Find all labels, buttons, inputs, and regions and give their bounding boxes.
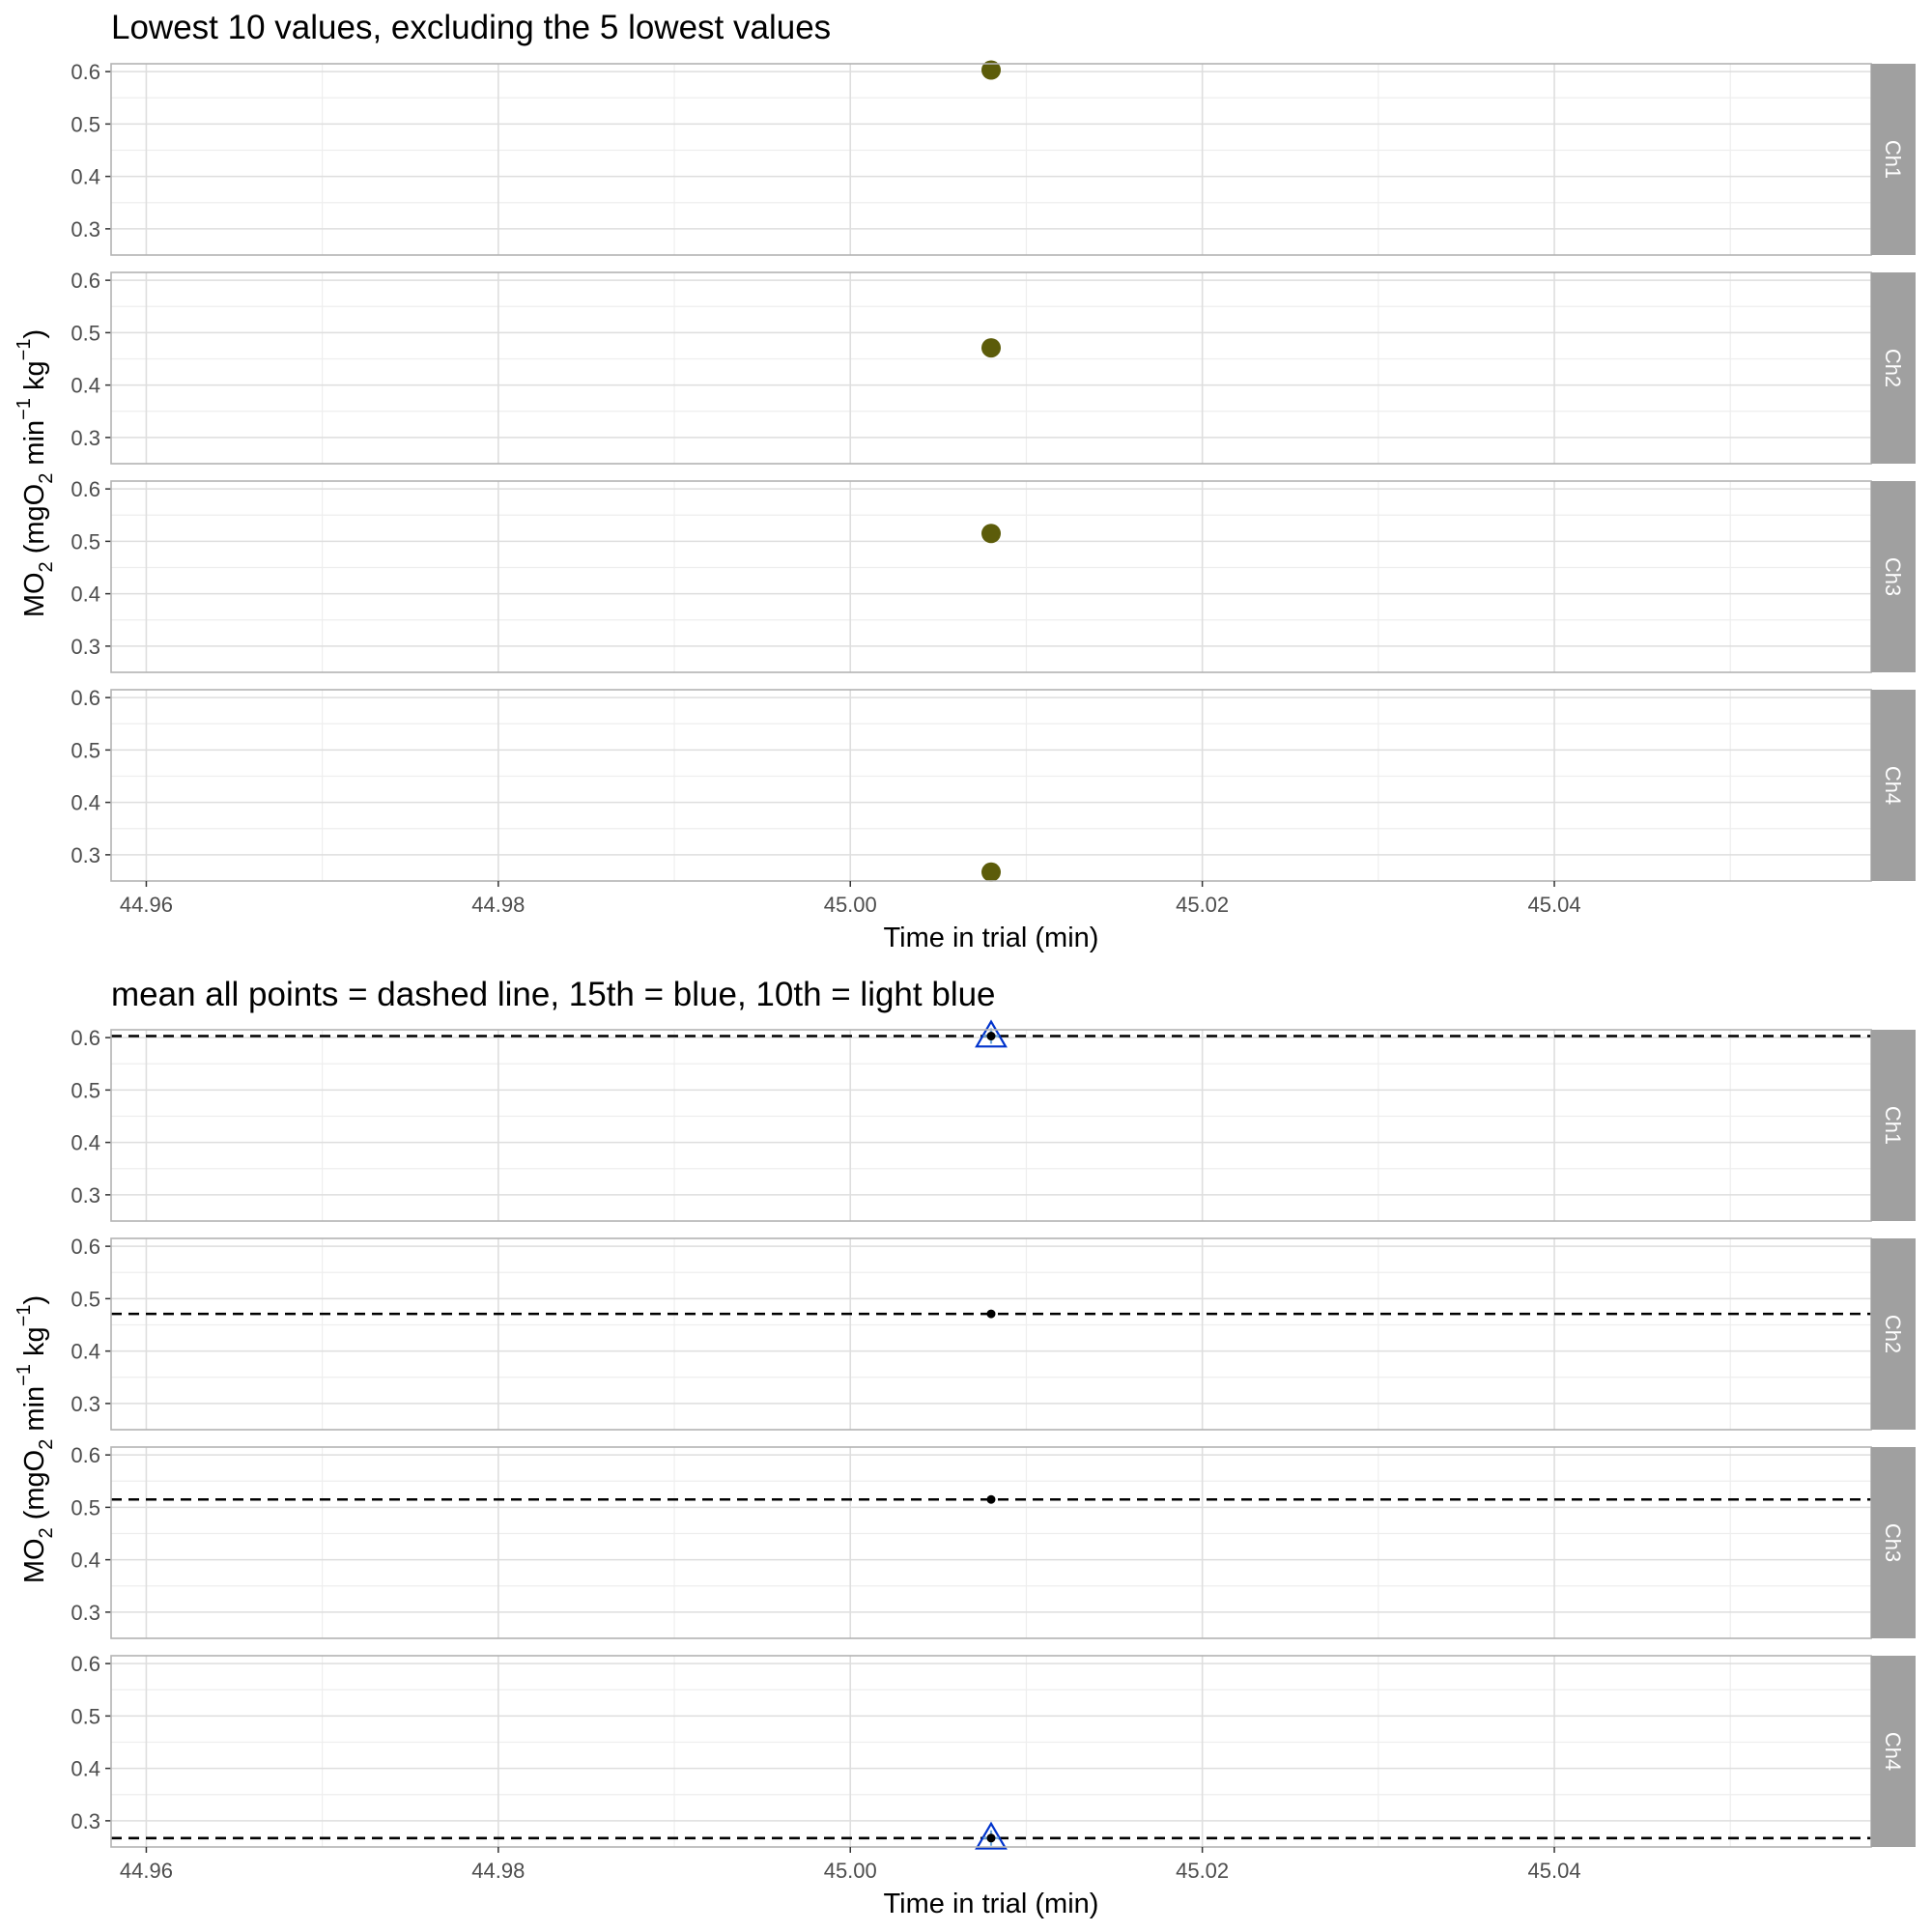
facet-strip-label: Ch1 bbox=[1881, 1106, 1905, 1145]
y-tick-label: 0.6 bbox=[71, 1443, 100, 1467]
facet-strip bbox=[1871, 1030, 1916, 1221]
y-tick-label: 0.4 bbox=[71, 374, 100, 398]
x-axis-title: Time in trial (min) bbox=[884, 1889, 1099, 1919]
y-tick-label: 0.3 bbox=[71, 217, 100, 242]
panel-border bbox=[110, 271, 1872, 465]
data-point bbox=[981, 524, 1001, 544]
panel-ch3: 0.3 0.4 0.5 0.6 Ch3 bbox=[71, 1443, 1916, 1639]
x-tick-label: 45.02 bbox=[1176, 893, 1229, 917]
y-tick-label: 0.4 bbox=[71, 791, 100, 815]
chart-2: mean all points = dashed line, 15th = bl… bbox=[14, 976, 1916, 1919]
panel-border bbox=[110, 1237, 1872, 1431]
panel-border bbox=[110, 1655, 1872, 1848]
facet-strip bbox=[1871, 1238, 1916, 1430]
panel-ch3: 0.3 0.4 0.5 0.6 Ch3 bbox=[71, 477, 1916, 673]
x-tick-label: 45.04 bbox=[1528, 893, 1581, 917]
x-tick-label: 45.00 bbox=[824, 1859, 877, 1883]
y-tick-label: 0.6 bbox=[71, 1235, 100, 1259]
x-tick-label: 45.04 bbox=[1528, 1859, 1581, 1883]
facet-strip bbox=[1871, 1656, 1916, 1847]
y-tick-label: 0.6 bbox=[71, 686, 100, 710]
x-tick-label: 44.96 bbox=[120, 893, 173, 917]
data-point bbox=[986, 1032, 996, 1041]
y-tick-label: 0.3 bbox=[71, 1183, 100, 1208]
facet-strip-label: Ch2 bbox=[1881, 1315, 1905, 1353]
facet-strip bbox=[1871, 1447, 1916, 1638]
y-tick-label: 0.3 bbox=[71, 843, 100, 867]
y-tick-label: 0.5 bbox=[71, 738, 100, 762]
facet-strip-label: Ch3 bbox=[1881, 557, 1905, 596]
x-tick-label: 45.02 bbox=[1176, 1859, 1229, 1883]
y-tick-label: 0.3 bbox=[71, 426, 100, 450]
x-tick-label: 44.98 bbox=[471, 893, 525, 917]
y-tick-label: 0.6 bbox=[71, 60, 100, 84]
y-tick-label: 0.6 bbox=[71, 1652, 100, 1676]
panel-border bbox=[110, 1446, 1872, 1639]
y-axis-title: MO2 (mgO2 min−1 kg−1) bbox=[14, 1295, 57, 1583]
y-tick-label: 0.3 bbox=[71, 635, 100, 659]
facet-strip bbox=[1871, 272, 1916, 464]
facet-strip bbox=[1871, 481, 1916, 672]
y-tick-label: 0.5 bbox=[71, 529, 100, 554]
chart-title: Lowest 10 values, excluding the 5 lowest… bbox=[111, 9, 831, 46]
panel-ch1: 0.3 0.4 0.5 0.6 Ch1 bbox=[71, 60, 1916, 256]
y-tick-label: 0.6 bbox=[71, 269, 100, 293]
y-tick-label: 0.4 bbox=[71, 1548, 100, 1573]
panel-ch1: 0.3 0.4 0.5 0.6 Ch1 bbox=[71, 1019, 1916, 1222]
y-tick-label: 0.3 bbox=[71, 1809, 100, 1833]
y-tick-label: 0.4 bbox=[71, 1757, 100, 1781]
y-tick-label: 0.4 bbox=[71, 1340, 100, 1364]
chart-title: mean all points = dashed line, 15th = bl… bbox=[111, 976, 996, 1013]
y-axis-title: MO2 (mgO2 min−1 kg−1) bbox=[14, 329, 57, 617]
facet-strip-label: Ch4 bbox=[1881, 766, 1905, 805]
panel-border bbox=[110, 689, 1872, 882]
x-tick-label: 45.00 bbox=[824, 893, 877, 917]
percentile-15th-triangle bbox=[975, 1821, 1008, 1850]
panel-ch4: 0.3 0.4 0.5 0.6 Ch4 44.96 44.98 45.00 45.02 45.04 bbox=[71, 1652, 1916, 1883]
data-point bbox=[986, 1833, 996, 1843]
y-tick-label: 0.4 bbox=[71, 165, 100, 189]
facet-strip-label: Ch1 bbox=[1881, 140, 1905, 179]
x-axis-title: Time in trial (min) bbox=[884, 923, 1099, 953]
y-tick-label: 0.5 bbox=[71, 321, 100, 345]
facet-strip bbox=[1871, 690, 1916, 881]
data-point bbox=[981, 338, 1001, 358]
x-tick-label: 44.96 bbox=[120, 1859, 173, 1883]
facet-strip-label: Ch4 bbox=[1881, 1732, 1905, 1771]
x-tick-label: 44.98 bbox=[471, 1859, 525, 1883]
facet-strip-label: Ch3 bbox=[1881, 1523, 1905, 1562]
chart-1: Lowest 10 values, excluding the 5 lowest… bbox=[14, 9, 1916, 953]
data-point bbox=[986, 1309, 996, 1319]
data-point bbox=[981, 60, 1001, 80]
y-tick-label: 0.5 bbox=[71, 1287, 100, 1311]
y-tick-label: 0.6 bbox=[71, 1026, 100, 1050]
y-tick-label: 0.5 bbox=[71, 112, 100, 136]
y-tick-label: 0.3 bbox=[71, 1392, 100, 1416]
y-tick-label: 0.4 bbox=[71, 1131, 100, 1155]
y-tick-label: 0.5 bbox=[71, 1078, 100, 1102]
y-tick-label: 0.6 bbox=[71, 477, 100, 501]
data-point bbox=[986, 1494, 996, 1504]
percentile-15th-triangle bbox=[975, 1019, 1008, 1048]
data-point bbox=[981, 862, 1001, 882]
panel-border bbox=[110, 480, 1872, 673]
panel-ch4: 0.3 0.4 0.5 0.6 Ch4 44.96 44.98 45.00 45.02 45.04 bbox=[71, 686, 1916, 917]
panel-ch2: 0.3 0.4 0.5 0.6 Ch2 bbox=[71, 269, 1916, 465]
panel-border bbox=[110, 1029, 1872, 1222]
y-tick-label: 0.5 bbox=[71, 1704, 100, 1728]
facet-strip bbox=[1871, 64, 1916, 255]
panel-border bbox=[110, 63, 1872, 256]
y-tick-label: 0.4 bbox=[71, 582, 100, 607]
facet-strip-label: Ch2 bbox=[1881, 349, 1905, 387]
y-tick-label: 0.5 bbox=[71, 1495, 100, 1520]
panel-ch2: 0.3 0.4 0.5 0.6 Ch2 bbox=[71, 1235, 1916, 1431]
y-tick-label: 0.3 bbox=[71, 1601, 100, 1625]
